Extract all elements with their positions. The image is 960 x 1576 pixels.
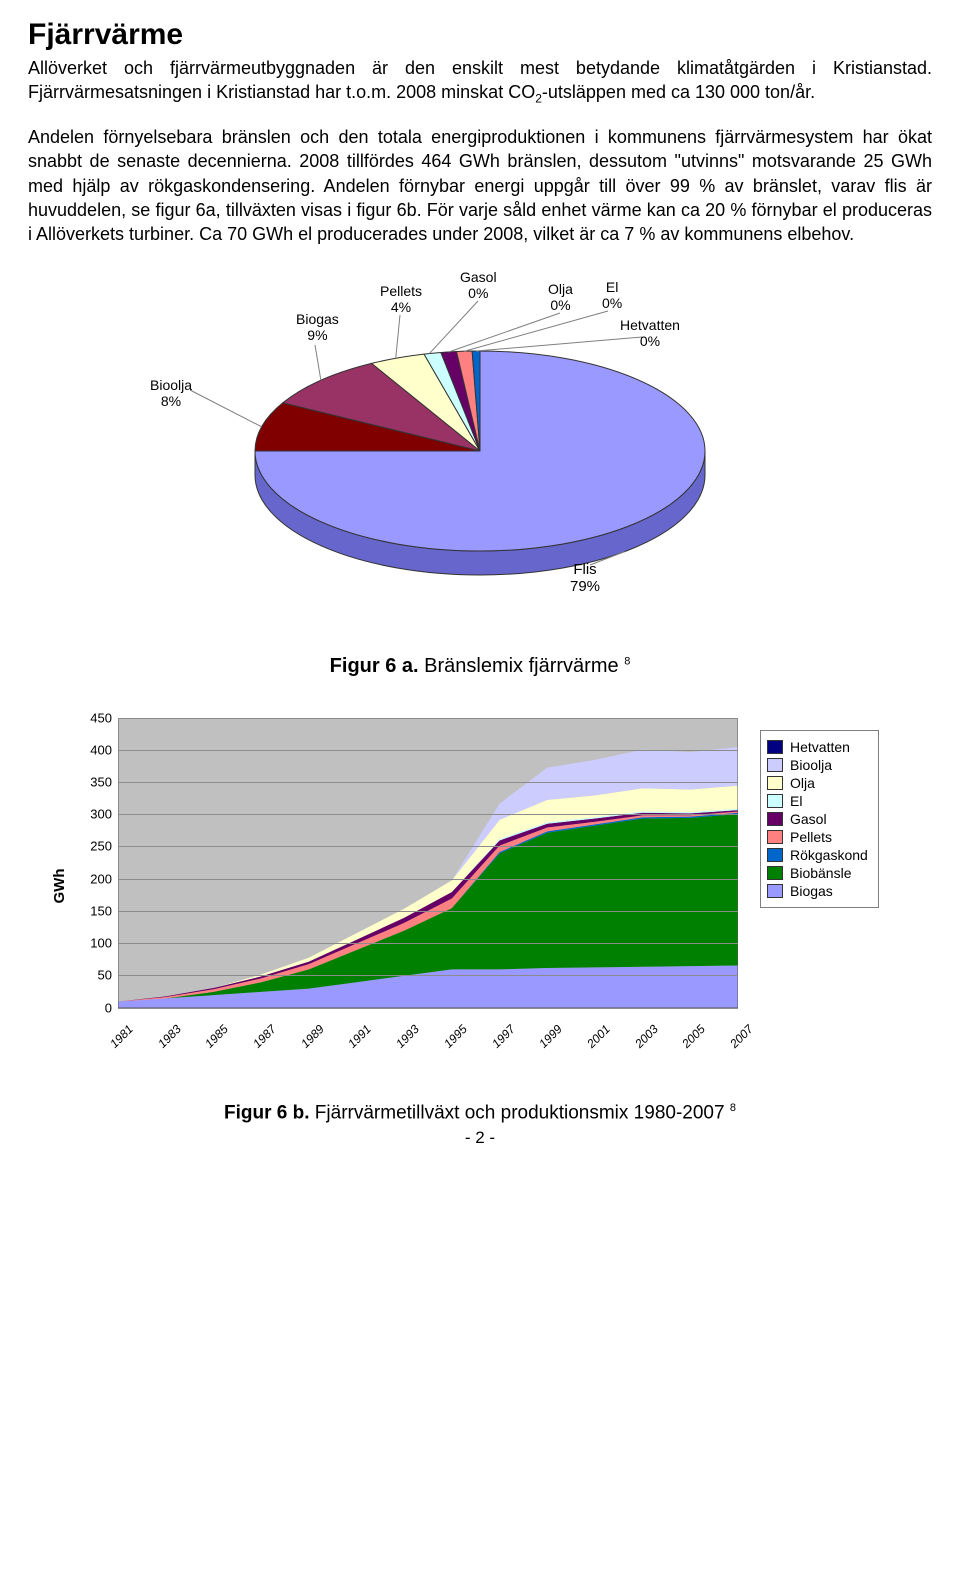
area-svg bbox=[118, 718, 738, 1008]
caption-6b: Figur 6 b. Fjärrvärmetillväxt och produk… bbox=[28, 1102, 932, 1124]
y-tick-label: 250 bbox=[90, 839, 112, 854]
y-axis-label: GWh bbox=[51, 868, 68, 903]
gridline bbox=[118, 1008, 738, 1010]
x-tick-label: 2005 bbox=[670, 1022, 708, 1060]
y-tick-label: 50 bbox=[98, 968, 112, 983]
caption-6b-sup: 8 bbox=[730, 1102, 736, 1114]
legend-swatch bbox=[767, 830, 783, 844]
gridline bbox=[118, 975, 738, 977]
legend-swatch bbox=[767, 776, 783, 790]
pie-label-bioolja: Bioolja 8% bbox=[150, 377, 192, 411]
legend-item: Biogas bbox=[767, 883, 868, 899]
plot-area bbox=[118, 718, 738, 1008]
legend-item: Pellets bbox=[767, 829, 868, 845]
co2-subscript: 2 bbox=[535, 92, 542, 106]
area-chart: GWh 0 50 100 150 200 250 300 350 400 450 19811983… bbox=[40, 706, 920, 1066]
legend-label: Rökgaskond bbox=[790, 847, 868, 863]
pie-label-flis: Flis 79% bbox=[570, 561, 600, 595]
y-tick-label: 0 bbox=[105, 1000, 112, 1015]
x-tick-label: 2007 bbox=[718, 1022, 756, 1060]
legend-item: Olja bbox=[767, 775, 868, 791]
gridline bbox=[118, 782, 738, 784]
legend-label: Gasol bbox=[790, 811, 827, 827]
gridline bbox=[118, 718, 738, 720]
x-tick-label: 1999 bbox=[527, 1022, 565, 1060]
legend-swatch bbox=[767, 812, 783, 826]
legend-swatch bbox=[767, 848, 783, 862]
caption-6a-sup: 8 bbox=[624, 655, 630, 667]
y-ticks: 050100150200250300350400450 bbox=[82, 718, 116, 1008]
legend-item: Hetvatten bbox=[767, 739, 868, 755]
y-tick-label: 300 bbox=[90, 807, 112, 822]
caption-6a: Figur 6 a. Bränslemix fjärrvärme 8 bbox=[28, 655, 932, 678]
pie-label-pellets: Pellets 4% bbox=[380, 283, 422, 317]
legend-swatch bbox=[767, 866, 783, 880]
paragraph-1-text-b: -utsläppen med ca 130 000 ton/år. bbox=[542, 82, 815, 102]
gridline bbox=[118, 943, 738, 945]
pie-label-gasol: Gasol 0% bbox=[460, 269, 497, 303]
gridline bbox=[118, 911, 738, 913]
legend-swatch bbox=[767, 758, 783, 772]
x-tick-label: 1993 bbox=[384, 1022, 422, 1060]
x-tick-label: 1981 bbox=[98, 1022, 136, 1060]
legend-label: Hetvatten bbox=[790, 739, 850, 755]
x-ticks: 1981198319851987198919911993199519971999… bbox=[118, 1016, 738, 1056]
area-legend: Hetvatten Bioolja Olja El Gasol Pellets Rökgas… bbox=[760, 730, 879, 908]
paragraph-1: Allöverket och fjärrvärmeutbyggnaden är … bbox=[28, 56, 932, 107]
x-tick-label: 2001 bbox=[575, 1022, 613, 1060]
x-tick-label: 1997 bbox=[479, 1022, 517, 1060]
gridline bbox=[118, 814, 738, 816]
legend-swatch bbox=[767, 884, 783, 898]
gridline bbox=[118, 879, 738, 881]
pie-label-el: El 0% bbox=[602, 279, 622, 313]
x-tick-label: 1989 bbox=[288, 1022, 326, 1060]
gridline bbox=[118, 846, 738, 848]
legend-label: Biogas bbox=[790, 883, 833, 899]
caption-6b-text: Fjärrvärmetillväxt och produktionsmix 19… bbox=[310, 1102, 730, 1123]
legend-item: Biobänsle bbox=[767, 865, 868, 881]
legend-item: Gasol bbox=[767, 811, 868, 827]
y-tick-label: 100 bbox=[90, 936, 112, 951]
y-tick-label: 450 bbox=[90, 710, 112, 725]
legend-item: Bioolja bbox=[767, 757, 868, 773]
caption-6a-text: Bränslemix fjärrvärme bbox=[419, 655, 625, 677]
y-tick-label: 400 bbox=[90, 742, 112, 757]
x-tick-label: 1985 bbox=[193, 1022, 231, 1060]
legend-swatch bbox=[767, 794, 783, 808]
caption-6b-prefix: Figur 6 b. bbox=[224, 1102, 310, 1123]
gridline bbox=[118, 750, 738, 752]
y-tick-label: 350 bbox=[90, 775, 112, 790]
legend-item: Rökgaskond bbox=[767, 847, 868, 863]
legend-label: Biobänsle bbox=[790, 865, 852, 881]
x-tick-label: 1987 bbox=[241, 1022, 279, 1060]
y-tick-label: 150 bbox=[90, 903, 112, 918]
pie-label-olja: Olja 0% bbox=[548, 281, 573, 315]
legend-item: El bbox=[767, 793, 868, 809]
page-number: - 2 - bbox=[28, 1128, 932, 1148]
pie-label-hetvatten: Hetvatten 0% bbox=[620, 317, 680, 351]
pie-chart: Bioolja 8% Biogas 9% Pellets 4% Gasol 0%… bbox=[110, 265, 850, 615]
y-tick-label: 200 bbox=[90, 871, 112, 886]
pie-label-biogas: Biogas 9% bbox=[296, 311, 339, 345]
x-tick-label: 1991 bbox=[336, 1022, 374, 1060]
legend-label: Pellets bbox=[790, 829, 832, 845]
page-title: Fjärrvärme bbox=[28, 18, 932, 52]
pie-svg bbox=[110, 265, 850, 615]
legend-label: Bioolja bbox=[790, 757, 832, 773]
caption-6a-prefix: Figur 6 a. bbox=[330, 655, 419, 677]
legend-swatch bbox=[767, 740, 783, 754]
x-tick-label: 1995 bbox=[432, 1022, 470, 1060]
paragraph-2: Andelen förnyelsebara bränslen och den t… bbox=[28, 125, 932, 246]
x-tick-label: 1983 bbox=[145, 1022, 183, 1060]
legend-label: Olja bbox=[790, 775, 815, 791]
x-tick-label: 2003 bbox=[622, 1022, 660, 1060]
legend-label: El bbox=[790, 793, 802, 809]
